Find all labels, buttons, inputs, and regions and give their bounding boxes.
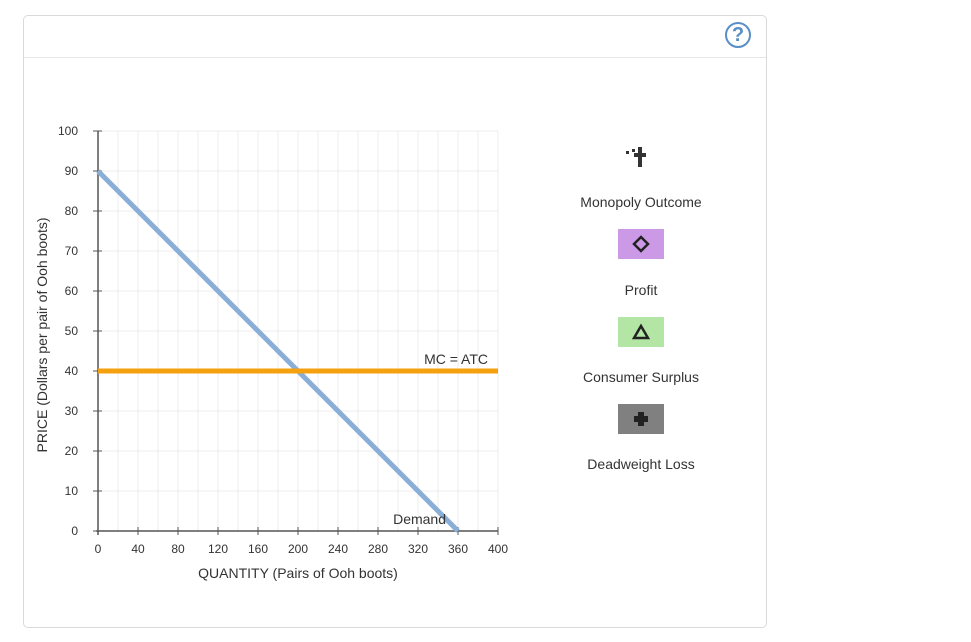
diamond-icon [632, 235, 650, 253]
y-tick-label: 20 [65, 444, 79, 458]
y-tick-label: 40 [65, 364, 79, 378]
triangle-icon [632, 323, 650, 340]
y-tick-label: 10 [65, 484, 79, 498]
deadweight-loss-label: Deadweight Loss [587, 456, 695, 472]
chart-series [96, 169, 498, 533]
plus-icon [634, 412, 648, 426]
y-tick-label: 90 [65, 164, 79, 178]
x-tick-label: 80 [171, 542, 185, 556]
x-tick-label: 240 [328, 542, 348, 556]
chart-grid [97, 130, 499, 532]
panel-header [24, 16, 766, 58]
x-axis-label: QUANTITY (Pairs of Ooh boots) [198, 565, 398, 581]
help-button[interactable]: ? [725, 22, 751, 48]
monopoly-outcome-icon[interactable] [623, 145, 653, 171]
y-tick-label: 100 [58, 124, 78, 138]
y-tick-label: 0 [71, 524, 78, 538]
y-tick-label: 80 [65, 204, 79, 218]
y-tick-label: 30 [65, 404, 79, 418]
consumer-surplus-tool[interactable] [618, 317, 664, 347]
x-tick-label: 120 [208, 542, 228, 556]
x-tick-label: 400 [488, 542, 508, 556]
y-tick-label: 50 [65, 324, 79, 338]
x-tick-label: 280 [368, 542, 388, 556]
demand-label: Demand [393, 511, 446, 527]
x-tick-label: 320 [408, 542, 428, 556]
y-tick-label: 60 [65, 284, 79, 298]
chart-labels: 0 40 80 120 160 200 240 280 320 360 400 0 10 20 30 40 50… [34, 124, 508, 581]
consumer-surplus-label: Consumer Surplus [583, 369, 699, 385]
x-tick-label: 200 [288, 542, 308, 556]
x-tick-label: 0 [95, 542, 102, 556]
x-tick-label: 40 [131, 542, 145, 556]
y-tick-label: 70 [65, 244, 79, 258]
y-axis-label: PRICE (Dollars per pair of Ooh boots) [34, 218, 50, 453]
deadweight-loss-tool[interactable] [618, 404, 664, 434]
monopoly-outcome-label: Monopoly Outcome [580, 194, 702, 210]
demand-line[interactable] [96, 169, 460, 533]
x-tick-label: 160 [248, 542, 268, 556]
profit-label: Profit [624, 282, 658, 298]
x-tick-label: 360 [448, 542, 468, 556]
profit-tool[interactable] [618, 229, 664, 259]
mc-atc-label: MC = ATC [424, 351, 488, 367]
chart-axes [93, 130, 499, 535]
